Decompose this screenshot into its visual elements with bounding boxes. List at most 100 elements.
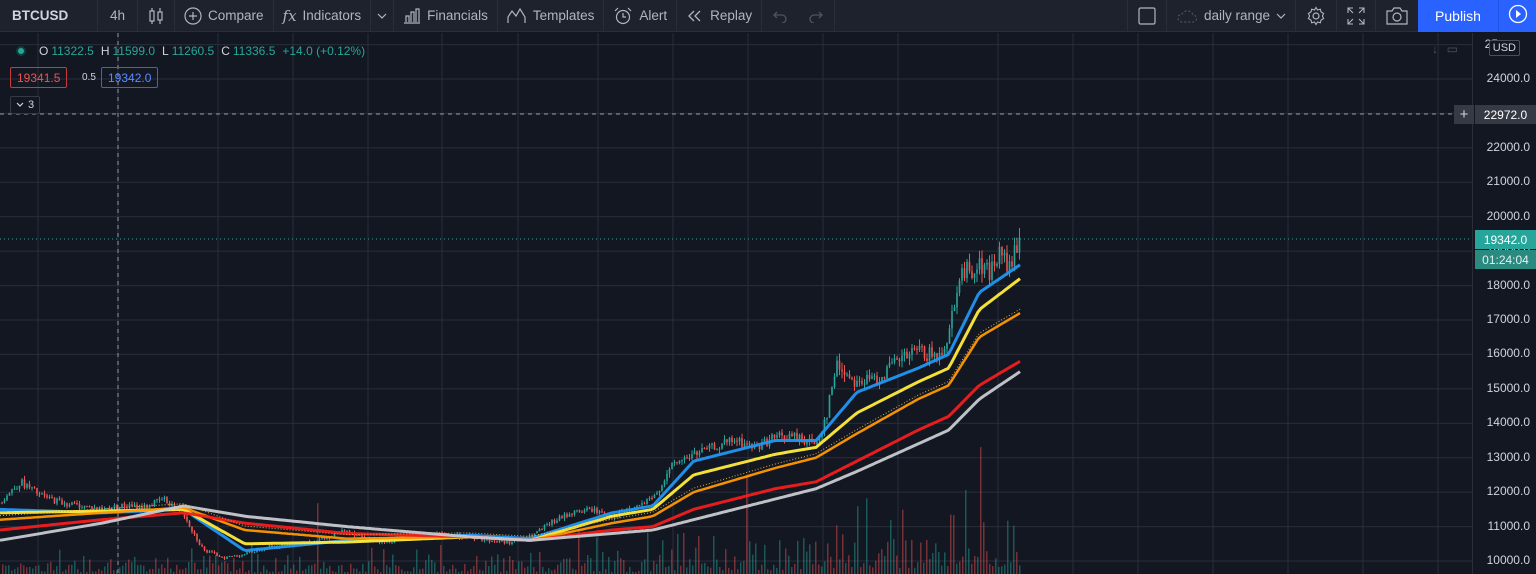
candle-body xyxy=(8,493,11,496)
snapshot-button[interactable] xyxy=(1376,0,1418,32)
candle-body xyxy=(873,375,876,377)
candle-body xyxy=(216,552,218,557)
candle-body xyxy=(586,507,588,511)
candle-body xyxy=(718,448,721,450)
chart-pane[interactable] xyxy=(0,33,1536,574)
candle-body xyxy=(871,376,873,379)
candle-body xyxy=(578,510,581,512)
indicators-dropdown[interactable] xyxy=(371,0,395,32)
indicators-collapse-button[interactable]: 3 xyxy=(10,96,41,114)
replay-label: Replay xyxy=(710,8,753,23)
redo-button[interactable] xyxy=(798,0,836,32)
sell-button[interactable]: 19341.5 xyxy=(10,67,68,88)
layout-name-label: daily range xyxy=(1203,8,1270,23)
fullscreen-layout-button[interactable] xyxy=(1126,0,1167,32)
volume-bar xyxy=(44,571,46,574)
volume-bar xyxy=(116,570,118,574)
candle-body xyxy=(986,262,988,265)
volume-bar xyxy=(128,559,130,574)
volume-bar xyxy=(728,567,730,574)
candle-body xyxy=(243,554,246,556)
candle-body xyxy=(128,504,131,508)
layout-name-button[interactable]: daily range xyxy=(1167,0,1296,32)
replay-button[interactable]: Replay xyxy=(677,0,763,32)
candle-body xyxy=(1008,261,1011,272)
volume-bar xyxy=(422,568,424,574)
volume-bar xyxy=(836,525,838,574)
candle-body xyxy=(983,264,986,274)
indicators-button[interactable]: fx Indicators xyxy=(274,0,372,32)
candle-body xyxy=(33,487,36,489)
volume-bar xyxy=(209,555,211,574)
interval-button[interactable]: 4h xyxy=(98,0,138,32)
candle-body xyxy=(491,540,493,542)
candle-body xyxy=(86,505,88,507)
candle-body xyxy=(738,438,741,442)
play-button[interactable] xyxy=(1498,0,1536,32)
open-value: 11322.5 xyxy=(51,44,94,58)
volume-bar xyxy=(152,569,154,574)
chart-style-button[interactable] xyxy=(138,0,175,32)
top-toolbar: BTCUSD 4h Compare fx Indicators Financia… xyxy=(0,0,1536,32)
candle-body xyxy=(663,480,666,486)
candle-body xyxy=(851,377,853,380)
buy-button[interactable]: 19342.0 xyxy=(101,67,159,88)
volume-bar xyxy=(623,560,625,574)
candle-body xyxy=(123,503,126,507)
templates-label: Templates xyxy=(532,8,595,23)
candle-body xyxy=(161,499,163,501)
candle-body xyxy=(76,503,78,505)
currency-label[interactable]: USD xyxy=(1488,40,1520,56)
fullscreen-button[interactable] xyxy=(1337,0,1376,32)
volume-bar xyxy=(227,563,229,574)
volume-bar xyxy=(320,568,322,574)
candle-body xyxy=(493,540,496,542)
candle-body xyxy=(323,537,326,540)
volume-bar xyxy=(1016,552,1018,574)
candle-body xyxy=(121,503,123,509)
volume-bar xyxy=(185,567,187,574)
volume-bar xyxy=(974,556,976,574)
candle-body xyxy=(151,505,153,507)
symbol-search[interactable]: BTCUSD xyxy=(0,0,98,32)
last-price-label: 19342.0 xyxy=(1475,230,1536,249)
price-chart[interactable] xyxy=(0,33,1536,574)
financials-button[interactable]: Financials xyxy=(394,0,498,32)
compare-button[interactable]: Compare xyxy=(175,0,274,32)
candle-body xyxy=(898,359,901,362)
volume-bar xyxy=(356,568,358,574)
candle-body xyxy=(51,496,53,498)
candle-body xyxy=(728,437,731,443)
volume-bar xyxy=(530,552,532,574)
volume-bar xyxy=(188,561,190,574)
volume-bar xyxy=(533,567,535,574)
restore-icon[interactable]: ▭ xyxy=(1446,42,1458,56)
candle-body xyxy=(978,258,981,270)
volume-bar xyxy=(272,571,274,574)
candle-body xyxy=(641,503,643,505)
candle-body xyxy=(168,502,171,507)
add-alert-plus-icon[interactable]: + xyxy=(1454,105,1474,124)
volume-bar xyxy=(941,565,943,574)
settings-button[interactable] xyxy=(1296,0,1337,32)
volume-bar xyxy=(602,551,604,574)
volume-bar xyxy=(170,568,172,574)
alert-button[interactable]: Alert xyxy=(604,0,678,32)
candle-body xyxy=(11,489,13,494)
undo-button[interactable] xyxy=(762,0,798,32)
candle-body xyxy=(496,541,498,543)
scroll-down-icon[interactable]: ↓ xyxy=(1432,42,1438,56)
publish-button[interactable]: Publish xyxy=(1418,0,1498,32)
volume-bar xyxy=(8,565,10,574)
candle-body xyxy=(166,497,168,503)
candle-body xyxy=(888,362,891,367)
candle-body xyxy=(861,381,863,384)
candle-body xyxy=(826,417,828,420)
volume-bar xyxy=(215,554,217,574)
volume-bar xyxy=(731,570,733,574)
templates-button[interactable]: Templates xyxy=(498,0,605,32)
candle-body xyxy=(951,310,953,329)
candle-body xyxy=(583,510,586,513)
volume-bar xyxy=(854,542,856,574)
candle-body xyxy=(73,502,76,504)
